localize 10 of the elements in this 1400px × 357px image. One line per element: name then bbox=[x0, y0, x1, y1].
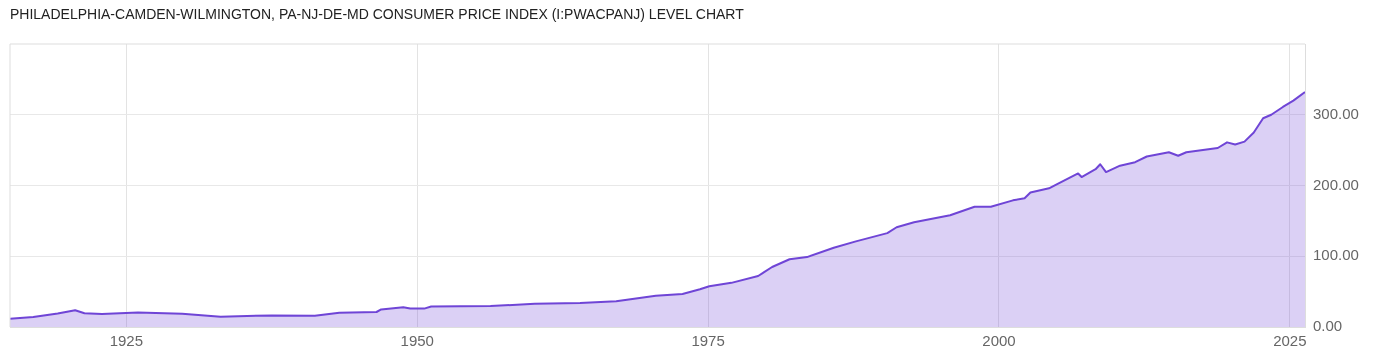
x-tick-label: 1975 bbox=[691, 332, 725, 350]
x-tick-label: 2025 bbox=[1273, 332, 1307, 350]
x-tick-label: 2000 bbox=[982, 332, 1016, 350]
y-tick-label: 0.00 bbox=[1313, 317, 1343, 335]
chart-title: PHILADELPHIA-CAMDEN-WILMINGTON, PA-NJ-DE-MD CONSUMER PRICE INDEX (I:PWACPANJ) LEVEL CHART bbox=[10, 6, 744, 22]
y-tick-label: 300.00 bbox=[1313, 104, 1359, 122]
x-tick-label: 1950 bbox=[400, 332, 434, 350]
y-tick-label: 200.00 bbox=[1313, 175, 1359, 193]
x-tick-label: 1925 bbox=[109, 332, 144, 350]
y-tick-label: 100.00 bbox=[1313, 246, 1359, 264]
